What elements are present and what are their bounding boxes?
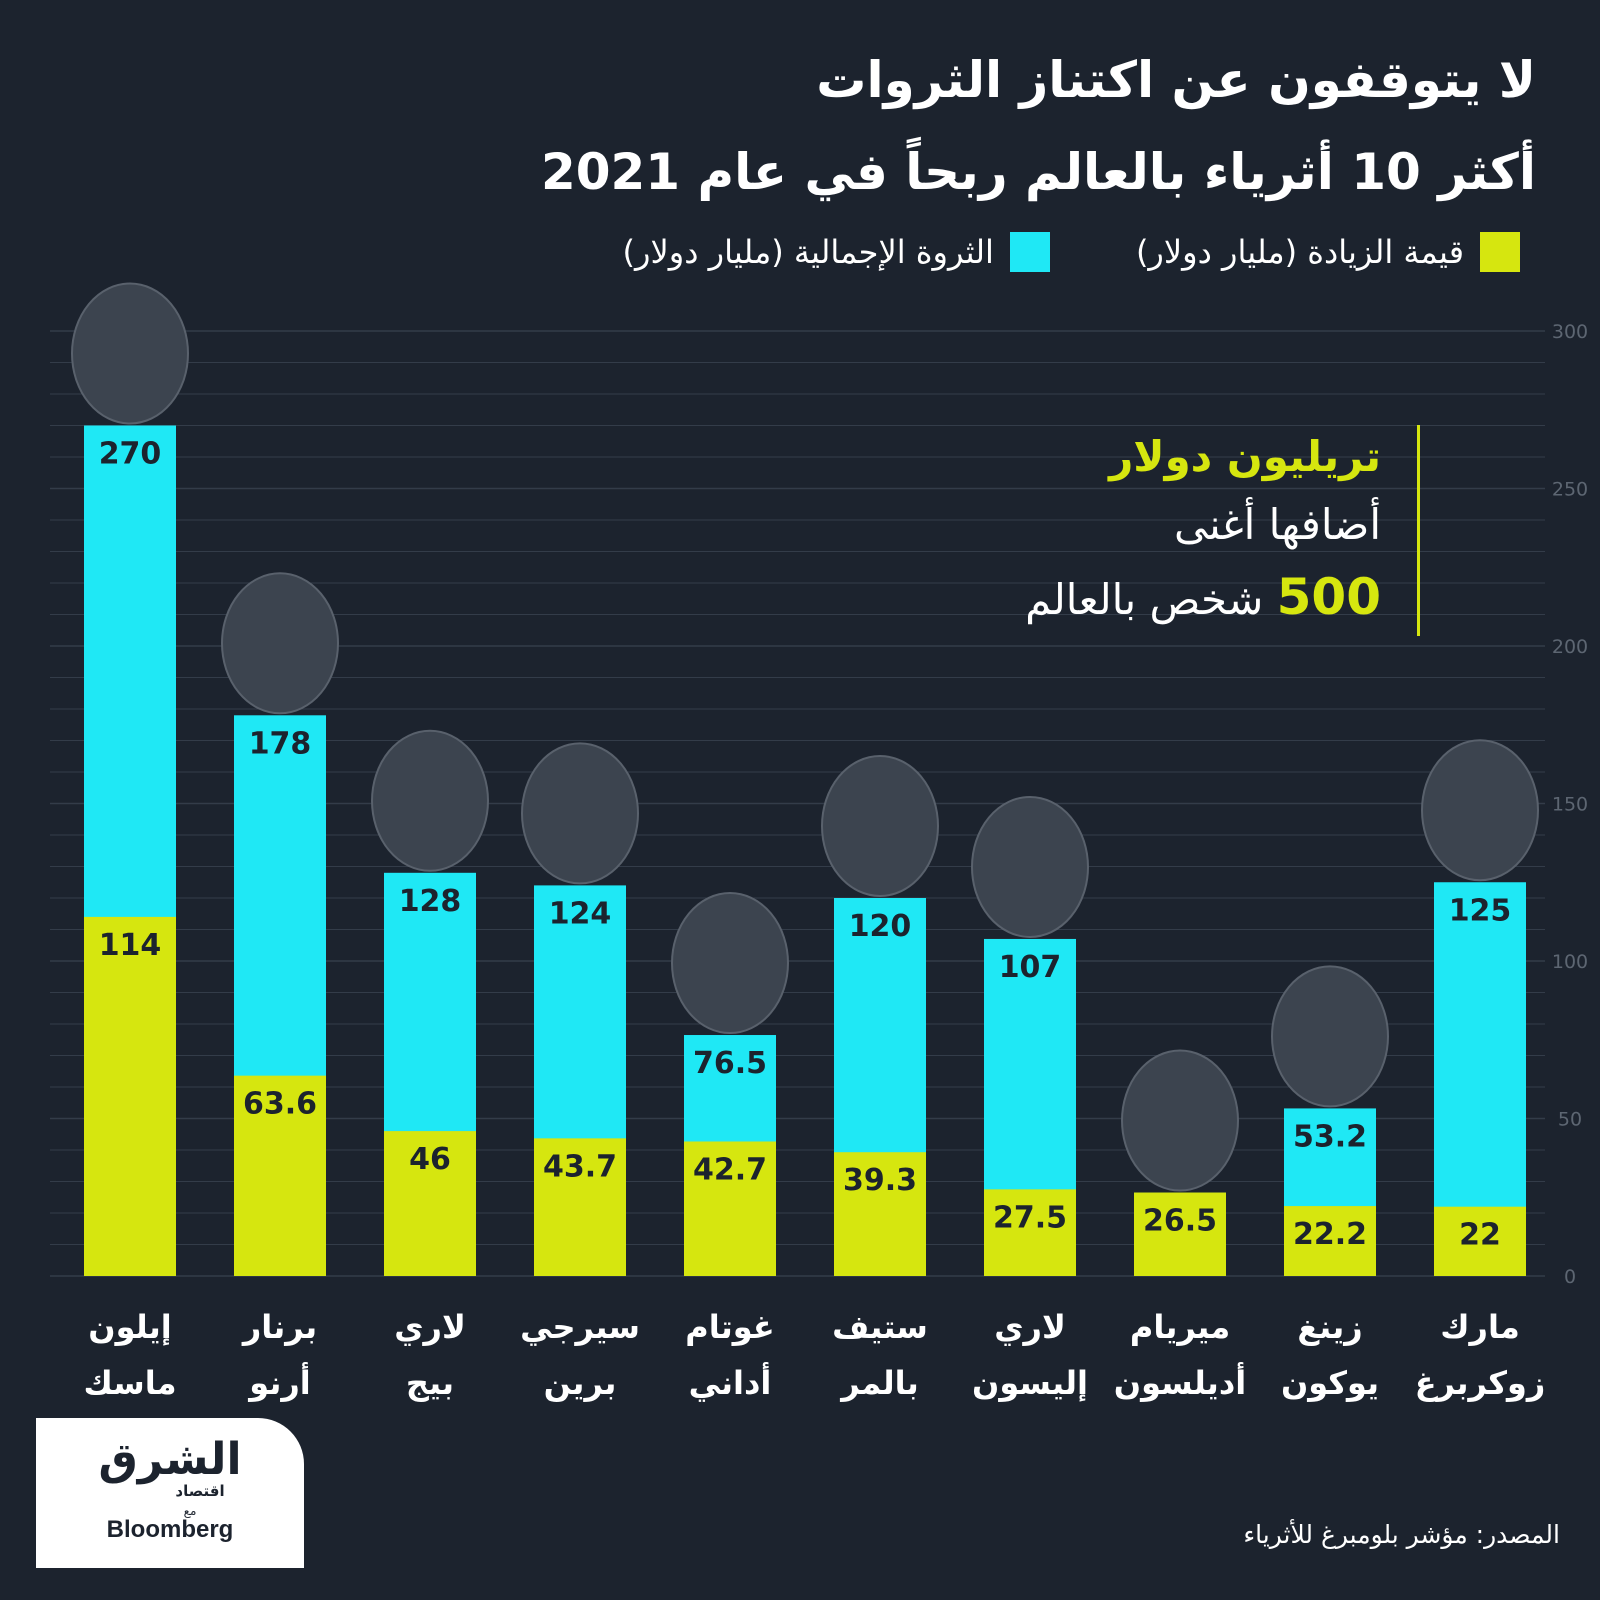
category-label: ماسك bbox=[83, 1364, 176, 1402]
bar-increase bbox=[1284, 1206, 1376, 1276]
data-label-increase: 27.5 bbox=[993, 1200, 1067, 1235]
category-label: سيرجي bbox=[520, 1308, 640, 1346]
data-label-increase: 22.2 bbox=[1293, 1217, 1367, 1252]
data-label-total: 125 bbox=[1449, 893, 1512, 928]
bar-increase bbox=[684, 1141, 776, 1276]
bar-increase bbox=[1434, 1206, 1526, 1276]
portrait-photo bbox=[821, 755, 939, 897]
y-tick-label: 150 bbox=[1552, 794, 1588, 816]
portrait-photo bbox=[671, 892, 789, 1035]
logo-with: مع bbox=[183, 1504, 197, 1518]
category-label: أديلسون bbox=[1114, 1362, 1246, 1402]
data-label-increase: 43.7 bbox=[543, 1149, 617, 1184]
category-label: إيلون bbox=[88, 1308, 171, 1347]
asharq-bloomberg-logo: الشرق اقتصاد مع Bloomberg bbox=[36, 1418, 304, 1568]
y-tick-label: 250 bbox=[1552, 479, 1588, 501]
bar-increase bbox=[384, 1131, 476, 1276]
legend-label-total: الثروة الإجمالية (مليار دولار) bbox=[622, 233, 994, 271]
portrait-photo bbox=[521, 742, 639, 885]
category-label: ميريام bbox=[1130, 1308, 1230, 1346]
source-note: المصدر: مؤشر بلومبرغ للأثرياء bbox=[1243, 1520, 1560, 1549]
callout-line-2: أضافها أغنى bbox=[1173, 500, 1381, 549]
data-label-increase: 26.5 bbox=[1143, 1204, 1217, 1239]
category-label: زينغ bbox=[1297, 1308, 1362, 1346]
data-label-total: 107 bbox=[999, 950, 1062, 985]
data-label-increase: 114 bbox=[99, 928, 162, 963]
y-tick-label: 50 bbox=[1558, 1109, 1582, 1131]
category-label: مارك bbox=[1440, 1308, 1520, 1346]
callout-line-3-text: شخص بالعالم bbox=[1025, 575, 1264, 624]
category-label: لاري bbox=[994, 1308, 1066, 1346]
bar-increase bbox=[84, 916, 176, 1276]
data-label-increase: 39.3 bbox=[843, 1163, 917, 1198]
bar-increase bbox=[834, 1152, 926, 1276]
legend: قيمة الزيادة (مليار دولار) الثروة الإجما… bbox=[370, 232, 1520, 272]
legend-swatch-total bbox=[1009, 232, 1050, 272]
logo-subtitle: اقتصاد bbox=[175, 1482, 225, 1500]
data-label-total: 120 bbox=[849, 909, 912, 944]
category-label: إليسون bbox=[972, 1364, 1088, 1403]
data-label-total: 270 bbox=[99, 437, 162, 472]
data-label-total: 178 bbox=[249, 726, 312, 761]
portrait-photo bbox=[371, 729, 489, 872]
bar-increase bbox=[984, 1189, 1076, 1276]
data-label-total: 124 bbox=[549, 896, 612, 931]
data-label-increase: 46 bbox=[409, 1142, 451, 1177]
logo-arabic: الشرق bbox=[98, 1434, 242, 1485]
category-label: أرنو bbox=[247, 1362, 310, 1402]
logo-bloomberg: Bloomberg bbox=[106, 1516, 234, 1543]
portrait-photo bbox=[971, 795, 1089, 938]
y-tick-label: 0 bbox=[1564, 1266, 1576, 1288]
data-label-increase: 22 bbox=[1459, 1218, 1501, 1253]
category-label: زوكربرغ bbox=[1415, 1364, 1546, 1402]
callout-line-3: 500 شخص بالعالم bbox=[821, 561, 1381, 636]
category-label: برنار bbox=[241, 1308, 317, 1346]
title-line-1: لا يتوقفون عن اكتناز الثروات bbox=[816, 51, 1536, 109]
category-label: بالمر bbox=[839, 1364, 918, 1402]
chart-title: لا يتوقفون عن اكتناز الثروات أكثر 10 أثر… bbox=[336, 34, 1536, 218]
bar-increase bbox=[534, 1138, 626, 1276]
legend-swatch-increase bbox=[1480, 232, 1520, 272]
callout-headline: تريليون دولار bbox=[1109, 432, 1381, 481]
portrait-photo bbox=[71, 282, 189, 425]
data-label-increase: 42.7 bbox=[693, 1152, 767, 1187]
y-tick-label: 300 bbox=[1552, 321, 1588, 343]
portrait-photo bbox=[1421, 739, 1539, 882]
callout-number: 500 bbox=[1276, 568, 1381, 626]
portrait-photo bbox=[1121, 1049, 1239, 1192]
category-label: بيج bbox=[406, 1364, 454, 1402]
y-tick-label: 100 bbox=[1552, 951, 1588, 973]
portrait-photo bbox=[221, 572, 339, 715]
category-label: أداني bbox=[689, 1362, 772, 1402]
callout: تريليون دولار أضافها أغنى 500 شخص بالعال… bbox=[821, 425, 1420, 636]
category-label: برين bbox=[544, 1364, 617, 1402]
bar-increase bbox=[234, 1075, 326, 1276]
y-tick-label: 200 bbox=[1552, 636, 1588, 658]
data-label-total: 128 bbox=[399, 884, 462, 919]
category-label: ستيف bbox=[832, 1308, 928, 1346]
data-label-increase: 63.6 bbox=[243, 1087, 317, 1122]
data-label-total: 53.2 bbox=[1293, 1119, 1367, 1154]
category-label: يوكون bbox=[1281, 1364, 1379, 1402]
portrait-photo bbox=[1271, 965, 1389, 1108]
category-label: غوتام bbox=[685, 1308, 774, 1346]
data-label-total: 76.5 bbox=[693, 1046, 767, 1081]
category-label: لاري bbox=[394, 1308, 466, 1346]
title-line-2: أكثر 10 أثرياء بالعالم ربحاً في عام 2021 bbox=[540, 143, 1536, 201]
bar-increase bbox=[1134, 1192, 1226, 1276]
legend-label-increase: قيمة الزيادة (مليار دولار) bbox=[1135, 233, 1464, 271]
